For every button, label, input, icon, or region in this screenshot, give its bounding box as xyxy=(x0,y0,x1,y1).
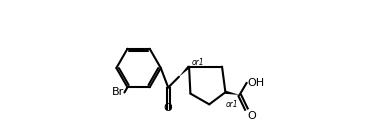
Text: O: O xyxy=(164,103,172,113)
Polygon shape xyxy=(179,66,190,77)
Text: or1: or1 xyxy=(225,100,238,109)
Text: O: O xyxy=(247,111,256,121)
Polygon shape xyxy=(225,91,239,95)
Text: OH: OH xyxy=(247,78,265,88)
Text: or1: or1 xyxy=(192,58,204,67)
Text: Br: Br xyxy=(112,87,124,98)
